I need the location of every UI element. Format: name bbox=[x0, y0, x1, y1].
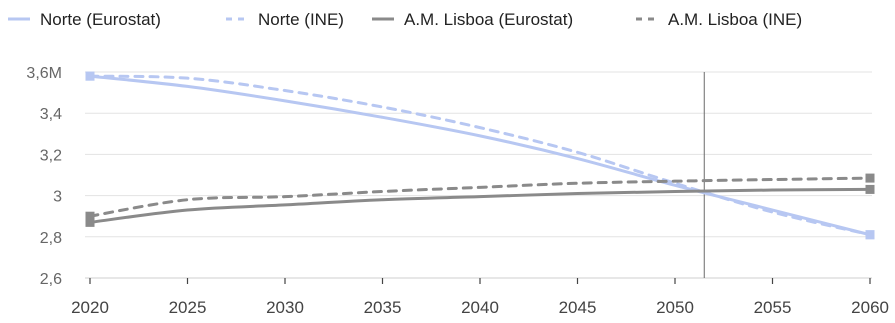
legend-item-a-m-lisboa-ine[interactable]: A.M. Lisboa (INE) bbox=[636, 10, 802, 29]
data-point-a-m-lisboa-ine-2060[interactable] bbox=[865, 173, 875, 183]
y-tick-label: 3 bbox=[53, 189, 62, 206]
legend-label: Norte (Eurostat) bbox=[40, 10, 161, 29]
y-tick-label: 2,6 bbox=[40, 271, 62, 288]
legend-label: A.M. Lisboa (INE) bbox=[668, 10, 802, 29]
x-tick-label: 2050 bbox=[656, 298, 694, 317]
legend: Norte (Eurostat) Norte (INE) A.M. Lisboa (… bbox=[8, 10, 802, 29]
legend-label: Norte (INE) bbox=[258, 10, 344, 29]
x-axis: 2020 2025 2030 2035 2040 2045 2050 2055 2060 bbox=[71, 278, 889, 317]
x-tick-label: 2040 bbox=[461, 298, 499, 317]
legend-item-norte-eurostat[interactable]: Norte (Eurostat) bbox=[8, 10, 161, 29]
data-point-a-m-lisboa-eurostat-2020[interactable] bbox=[85, 217, 95, 227]
y-tick-label: 3,6M bbox=[26, 65, 62, 82]
x-tick-label: 2060 bbox=[851, 298, 889, 317]
x-tick-label: 2030 bbox=[266, 298, 304, 317]
series-endpoints bbox=[85, 71, 875, 240]
y-tick-label: 3,2 bbox=[40, 147, 62, 164]
y-axis-tick-labels: 2,6 2,8 3 3,2 3,4 3,6M bbox=[26, 65, 62, 288]
data-point-norte-ine-2020[interactable] bbox=[85, 71, 95, 81]
y-tick-label: 2,8 bbox=[40, 230, 62, 247]
data-point-norte-ine-2060[interactable] bbox=[865, 230, 875, 240]
y-tick-label: 3,4 bbox=[40, 106, 62, 123]
gridlines bbox=[85, 71, 872, 279]
series-line-norte-eurostat[interactable] bbox=[88, 74, 872, 237]
x-tick-label: 2020 bbox=[71, 298, 109, 317]
x-tick-label: 2025 bbox=[169, 298, 207, 317]
series-line-a-m-lisboa-eurostat[interactable] bbox=[88, 187, 872, 224]
data-point-a-m-lisboa-ine-2020[interactable] bbox=[85, 211, 95, 221]
x-tick-label: 2045 bbox=[559, 298, 597, 317]
legend-item-a-m-lisboa-eurostat[interactable]: A.M. Lisboa (Eurostat) bbox=[372, 10, 573, 29]
series-line-norte-ine[interactable] bbox=[88, 74, 872, 237]
legend-item-norte-ine[interactable]: Norte (INE) bbox=[226, 10, 344, 29]
series-lines bbox=[88, 74, 872, 237]
x-tick-label: 2055 bbox=[754, 298, 792, 317]
data-point-a-m-lisboa-eurostat-2060[interactable] bbox=[865, 184, 875, 194]
legend-label: A.M. Lisboa (Eurostat) bbox=[404, 10, 573, 29]
x-tick-label: 2035 bbox=[364, 298, 402, 317]
series-line-a-m-lisboa-ine[interactable] bbox=[88, 176, 872, 218]
